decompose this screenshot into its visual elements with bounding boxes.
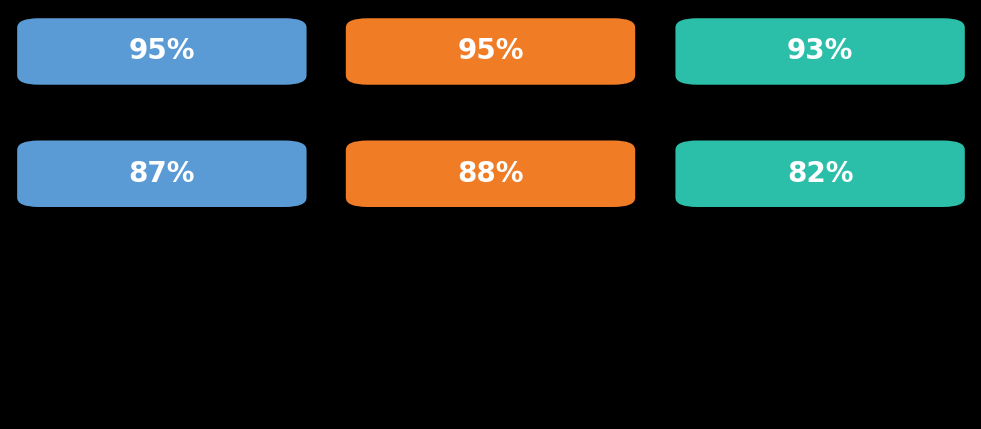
FancyBboxPatch shape [346,141,636,207]
FancyBboxPatch shape [18,141,306,207]
Text: 82%: 82% [787,160,853,188]
FancyBboxPatch shape [346,18,636,85]
FancyBboxPatch shape [675,141,965,207]
Text: 93%: 93% [787,37,853,66]
FancyBboxPatch shape [675,18,965,85]
Text: 95%: 95% [457,37,524,66]
Text: 88%: 88% [457,160,524,188]
Text: 95%: 95% [129,37,195,66]
FancyBboxPatch shape [18,18,306,85]
Text: 87%: 87% [129,160,195,188]
